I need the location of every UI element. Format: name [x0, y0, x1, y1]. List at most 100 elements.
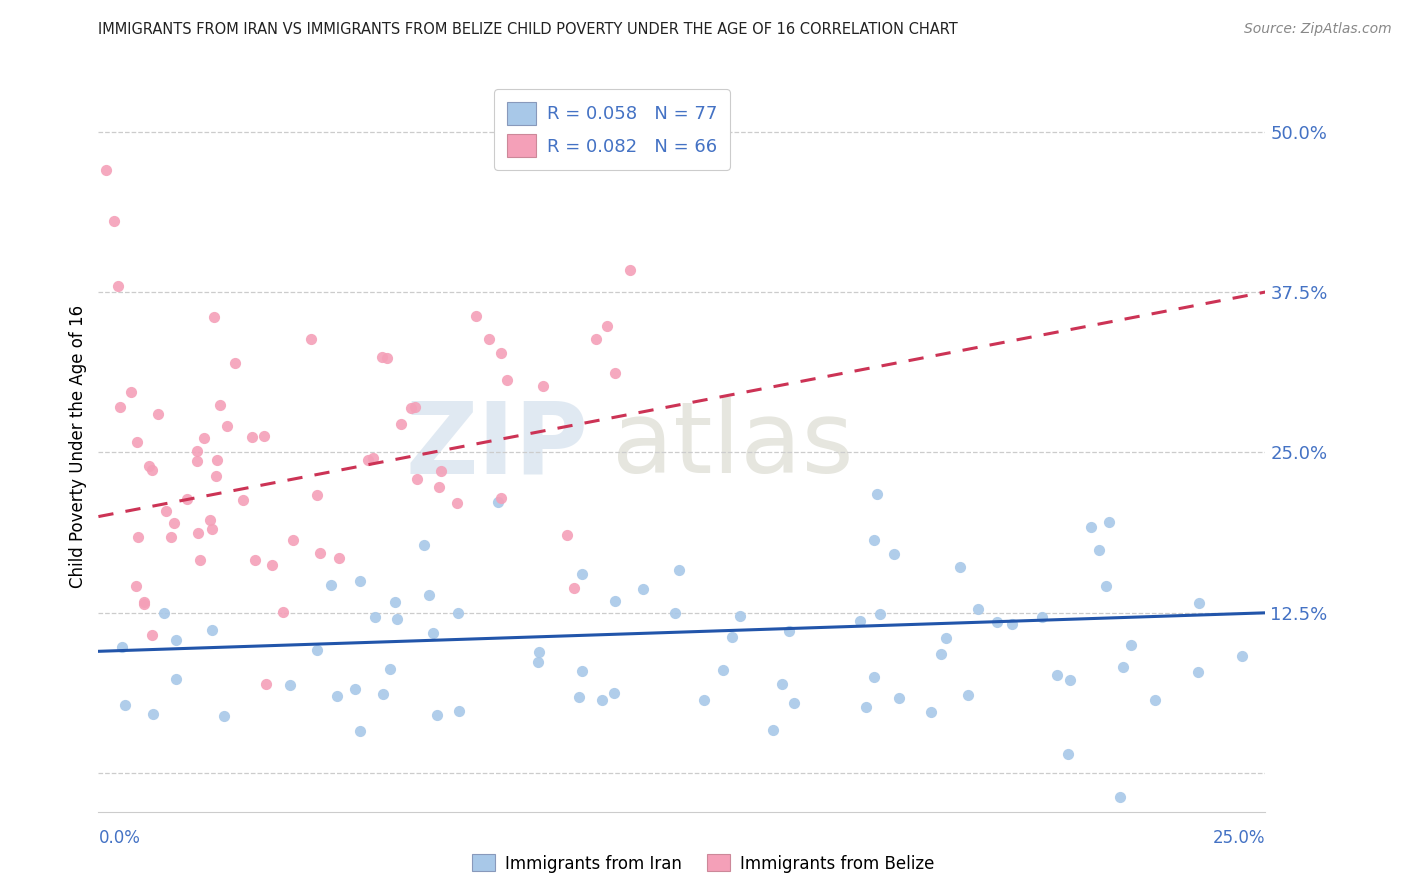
Point: [94, 163, 117, 178]
Point: [212, 709, 235, 723]
Point: [527, 645, 550, 659]
Point: [217, 418, 239, 433]
Point: [188, 552, 211, 566]
Point: [384, 595, 406, 609]
Point: [866, 487, 889, 501]
Point: [187, 526, 209, 541]
Point: [1059, 673, 1081, 688]
Point: [591, 693, 613, 707]
Point: [254, 676, 277, 690]
Point: [375, 351, 398, 366]
Point: [120, 384, 142, 399]
Point: [299, 332, 322, 346]
Point: [1080, 520, 1102, 534]
Point: [344, 681, 367, 696]
Point: [1031, 609, 1053, 624]
Point: [422, 626, 444, 640]
Point: [176, 491, 198, 506]
Point: [205, 468, 228, 483]
Point: [571, 566, 593, 581]
Point: [602, 686, 624, 700]
Point: [849, 614, 872, 628]
Point: [378, 662, 401, 676]
Point: [193, 431, 215, 445]
Point: [562, 582, 585, 596]
Point: [603, 366, 626, 380]
Point: [364, 610, 387, 624]
Point: [449, 704, 471, 718]
Point: [986, 615, 1008, 630]
Point: [205, 453, 228, 467]
Point: [555, 528, 578, 542]
Text: Source: ZipAtlas.com: Source: ZipAtlas.com: [1244, 22, 1392, 37]
Point: [1001, 617, 1024, 632]
Point: [863, 670, 886, 684]
Point: [1087, 543, 1109, 558]
Point: [486, 495, 509, 509]
Point: [165, 673, 187, 687]
Point: [357, 453, 380, 467]
Point: [163, 516, 186, 531]
Point: [418, 588, 440, 602]
Point: [477, 332, 499, 346]
Point: [260, 558, 283, 572]
Point: [1094, 579, 1116, 593]
Point: [465, 309, 488, 323]
Point: [1108, 790, 1130, 805]
Legend: Immigrants from Iran, Immigrants from Belize: Immigrants from Iran, Immigrants from Be…: [465, 847, 941, 880]
Point: [711, 663, 734, 677]
Point: [956, 688, 979, 702]
Point: [783, 696, 806, 710]
Point: [271, 606, 294, 620]
Text: 0.0%: 0.0%: [98, 829, 141, 847]
Point: [134, 598, 156, 612]
Point: [446, 496, 468, 510]
Point: [142, 706, 165, 721]
Point: [413, 538, 436, 552]
Point: [370, 350, 392, 364]
Point: [125, 435, 148, 450]
Point: [399, 401, 422, 416]
Point: [1187, 596, 1209, 610]
Text: IMMIGRANTS FROM IRAN VS IMMIGRANTS FROM BELIZE CHILD POVERTY UNDER THE AGE OF 16: IMMIGRANTS FROM IRAN VS IMMIGRANTS FROM …: [98, 22, 957, 37]
Point: [404, 400, 426, 414]
Point: [762, 723, 785, 737]
Point: [1057, 747, 1080, 761]
Point: [1230, 649, 1253, 664]
Point: [114, 698, 136, 712]
Point: [429, 480, 451, 494]
Point: [328, 550, 350, 565]
Point: [127, 530, 149, 544]
Point: [253, 429, 276, 443]
Point: [1119, 638, 1142, 652]
Point: [489, 345, 512, 359]
Point: [1143, 693, 1166, 707]
Point: [202, 310, 225, 325]
Point: [585, 333, 607, 347]
Point: [619, 263, 641, 277]
Point: [278, 677, 301, 691]
Text: atlas: atlas: [612, 398, 853, 494]
Point: [141, 628, 163, 642]
Point: [929, 648, 952, 662]
Point: [349, 724, 371, 739]
Point: [201, 522, 224, 536]
Point: [209, 398, 232, 412]
Text: 25.0%: 25.0%: [1213, 829, 1265, 847]
Point: [281, 533, 304, 547]
Point: [308, 546, 330, 560]
Point: [603, 594, 626, 608]
Point: [596, 319, 619, 334]
Point: [935, 631, 957, 645]
Point: [224, 356, 246, 370]
Point: [668, 563, 690, 577]
Point: [770, 677, 793, 691]
Point: [664, 606, 686, 620]
Point: [728, 609, 751, 624]
Point: [160, 530, 183, 544]
Point: [103, 214, 125, 228]
Point: [889, 691, 911, 706]
Point: [391, 417, 413, 431]
Point: [108, 400, 131, 414]
Point: [146, 407, 169, 421]
